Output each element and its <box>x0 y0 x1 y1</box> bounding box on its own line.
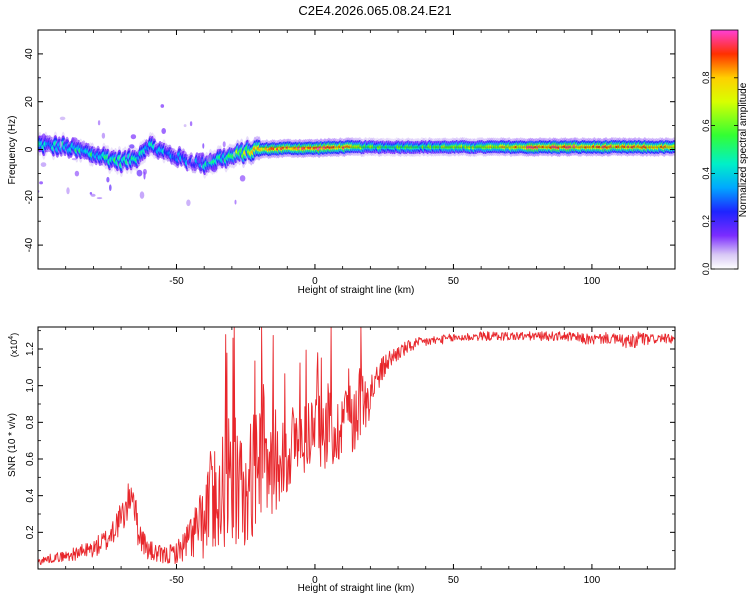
snr-ylabel: SNR (10 * v/v) <box>7 413 18 477</box>
snr-border <box>37 326 676 570</box>
snr-multiplier-close: ) <box>9 333 19 336</box>
snr-xtick-label-1: 0 <box>312 575 318 586</box>
heatmap-speck-39 <box>202 143 205 149</box>
snr-ytick-label-3: 0.8 <box>25 415 36 429</box>
colorbar-tick-label-1: 0.2 <box>701 215 711 228</box>
heatmap-speck-35 <box>183 124 187 128</box>
spectrogram-xtick-label-1: 0 <box>312 276 318 287</box>
spectrogram-xtick-label-0: -50 <box>169 276 184 287</box>
heatmap-speck-16 <box>59 141 63 149</box>
snr-panel: -50 0 50 100 0.2 0.4 0.6 0.8 1.0 1.2 (x104) SNR (… <box>7 326 676 594</box>
figure-title: C2E4.2026.065.08.24.E21 <box>298 3 451 18</box>
spectrogram-ytick-label-1: -20 <box>24 190 35 205</box>
snr-xlabel: Height of straight line (km) <box>298 583 415 594</box>
spectrogram-xlabel: Height of straight line (km) <box>298 285 415 296</box>
colorbar-tick-label-2: 0.4 <box>701 167 711 180</box>
snr-xtick-label-3: 100 <box>584 575 601 586</box>
heatmap-speck-19 <box>189 121 193 127</box>
heatmap-speck-24 <box>39 181 43 185</box>
snr-xtick-label-0: -50 <box>169 575 184 586</box>
snr-ytick-label-0: 0.2 <box>25 525 36 539</box>
heatmap-speck-4 <box>198 152 204 156</box>
snr-series-line <box>38 327 675 565</box>
colorbar-label: Normalized spectral amplitude <box>738 82 749 217</box>
spectrogram-ytick-label-3: 20 <box>24 96 35 108</box>
spectrogram-ytick-label-4: 40 <box>24 48 35 60</box>
colorbar-ticks: 0.0 0.2 0.4 0.6 0.8 <box>701 72 738 276</box>
spectrogram-ytick-label-2: 0 <box>24 146 35 152</box>
spectrogram-panel: -50 0 50 100 -40 -20 0 20 40 Height of straight … <box>7 29 676 296</box>
heatmap-speck-26 <box>130 134 137 140</box>
snr-ytick-label-5: 1.2 <box>25 342 36 356</box>
heatmap-speck-22 <box>161 128 166 134</box>
heatmap-speck-36 <box>136 169 143 177</box>
colorbar: 0.0 0.2 0.4 0.6 0.8 Normalized spectral ampl… <box>701 29 749 276</box>
heatmap-speck-3 <box>101 132 106 139</box>
snr-xtick-label-2: 50 <box>448 575 460 586</box>
heatmap-speck-9 <box>45 139 49 143</box>
colorbar-bar <box>710 29 739 270</box>
heatmap-speck-33 <box>160 104 165 108</box>
heatmap-speck-28 <box>59 116 66 121</box>
heatmap-speck-18 <box>186 199 191 207</box>
heatmap-speck-7 <box>196 157 203 164</box>
snr-ytick-label-4: 1.0 <box>25 378 36 392</box>
snr-multiplier-base: (x10 <box>9 340 19 358</box>
spectrogram-xtick-label-2: 50 <box>448 276 460 287</box>
heatmap-speck-32 <box>139 191 145 199</box>
snr-multiplier-exp: 4 <box>8 336 15 340</box>
heatmap-speck-30 <box>129 144 135 149</box>
spectrogram-ylabel: Frequency (Hz) <box>7 116 18 185</box>
heatmap-speck-12 <box>142 168 147 175</box>
heatmap-speck-29 <box>40 162 47 168</box>
heatmap-speck-37 <box>109 184 112 191</box>
spectrogram-xtick-label-3: 100 <box>584 276 601 287</box>
heatmap-speck-23 <box>233 151 236 157</box>
heatmap-speck-14 <box>106 176 110 183</box>
heatmap-speck-1 <box>206 154 213 163</box>
heatmap-cell-1589 <box>671 145 675 148</box>
heatmap-speck-38 <box>222 141 226 148</box>
snr-ticks: -50 0 50 100 0.2 0.4 0.6 0.8 1.0 1.2 <box>25 327 676 586</box>
spectrogram-heatmap <box>38 104 675 207</box>
heatmap-speck-34 <box>81 140 86 147</box>
heatmap-speck-2 <box>89 192 93 195</box>
snr-ytick-label-2: 0.6 <box>25 452 36 466</box>
heatmap-speck-27 <box>90 193 96 197</box>
colorbar-tick-label-4: 0.8 <box>701 72 711 85</box>
snr-frame <box>38 327 675 569</box>
spectrogram-ytick-label-0: -40 <box>24 237 35 252</box>
snr-ytick-label-1: 0.4 <box>25 488 36 502</box>
spectrogram-ticks: -50 0 50 100 -40 -20 0 20 40 <box>24 29 676 287</box>
colorbar-tick-label-3: 0.6 <box>701 119 711 132</box>
heatmap-speck-6 <box>211 165 218 173</box>
heatmap-speck-0 <box>239 175 246 182</box>
heatmap-speck-13 <box>74 170 80 177</box>
heatmap-speck-15 <box>71 137 78 143</box>
snr-multiplier: (x104) <box>8 333 19 357</box>
heatmap-speck-20 <box>41 133 46 141</box>
colorbar-tick-label-0: 0.0 <box>701 263 711 276</box>
heatmap-speck-10 <box>97 120 101 126</box>
heatmap-speck-21 <box>66 187 70 195</box>
heatmap-speck-8 <box>234 199 237 205</box>
heatmap-speck-11 <box>71 158 77 161</box>
heatmap-speck-17 <box>96 197 103 200</box>
heatmap-speck-31 <box>124 154 128 158</box>
